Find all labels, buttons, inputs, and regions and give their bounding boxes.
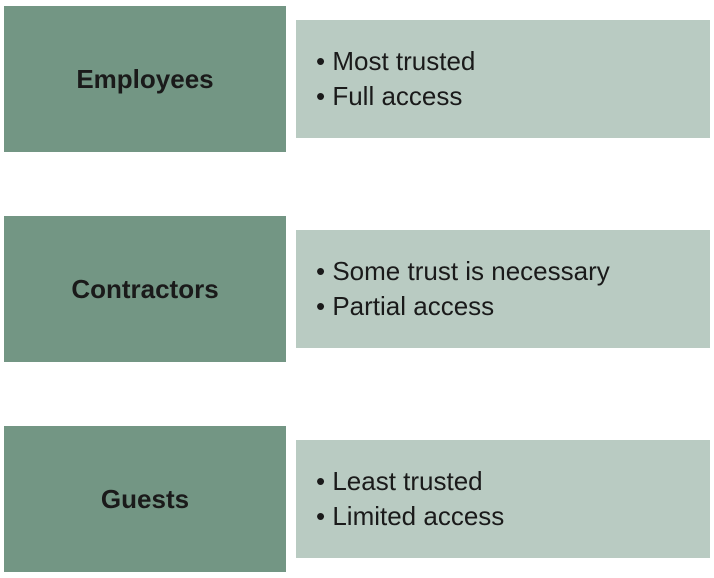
content-box-guests: • Least trusted • Limited access [296, 440, 710, 558]
bullet-char: • [316, 256, 332, 286]
bullet-text: Partial access [332, 291, 494, 321]
row-guests: Guests • Least trusted • Limited access [4, 426, 710, 572]
title-box-contractors: Contractors [4, 216, 286, 362]
bullet-text: Limited access [332, 501, 504, 531]
bullet-item: • Least trusted [316, 464, 710, 499]
row-employees: Employees • Most trusted • Full access [4, 6, 710, 152]
content-box-employees: • Most trusted • Full access [296, 20, 710, 138]
content-box-contractors: • Some trust is necessary • Partial acce… [296, 230, 710, 348]
bullet-char: • [316, 466, 332, 496]
bullet-char: • [316, 81, 332, 111]
bullet-text: Full access [332, 81, 462, 111]
bullet-item: • Full access [316, 79, 710, 114]
bullet-text: Most trusted [332, 46, 475, 76]
title-box-guests: Guests [4, 426, 286, 572]
bullet-char: • [316, 291, 332, 321]
bullet-item: • Limited access [316, 499, 710, 534]
bullet-text: Least trusted [332, 466, 482, 496]
bullet-char: • [316, 501, 332, 531]
bullet-item: • Most trusted [316, 44, 710, 79]
bullet-item: • Partial access [316, 289, 710, 324]
title-label: Guests [101, 484, 189, 515]
bullet-item: • Some trust is necessary [316, 254, 710, 289]
title-label: Contractors [71, 274, 218, 305]
title-label: Employees [76, 64, 213, 95]
bullet-char: • [316, 46, 332, 76]
title-box-employees: Employees [4, 6, 286, 152]
row-contractors: Contractors • Some trust is necessary • … [4, 216, 710, 362]
bullet-text: Some trust is necessary [332, 256, 609, 286]
